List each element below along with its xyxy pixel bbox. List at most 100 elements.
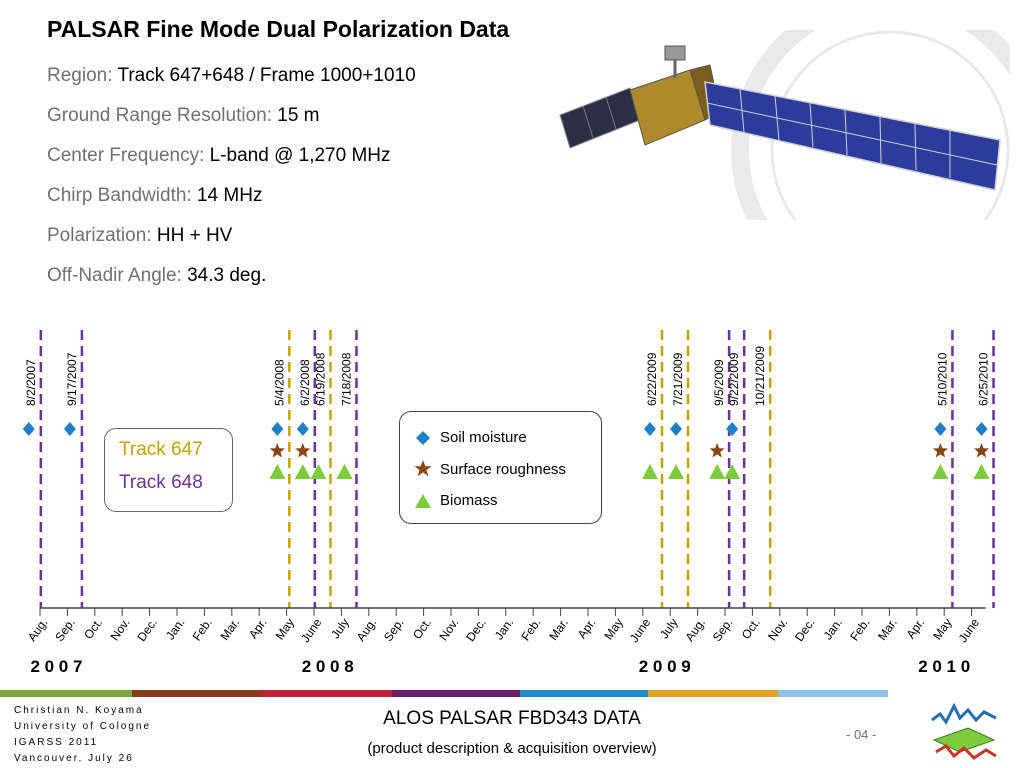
acquisition-date: 6/22/2009 <box>645 352 659 406</box>
parameter-legend: Soil moisture Surface roughness Biomass <box>399 411 602 524</box>
biomass-marker <box>973 464 990 479</box>
acquisition-date: 6/19/2008 <box>313 352 327 406</box>
month-label: Apr. <box>575 616 599 642</box>
slide-title: PALSAR Fine Mode Dual Polarization Data <box>47 16 510 42</box>
legend-biomass: Biomass <box>440 492 498 509</box>
surface-roughness-marker <box>709 443 725 458</box>
month-label: Dec. <box>792 616 818 644</box>
month-label: Jan. <box>821 616 845 643</box>
year-label: 2 0 0 9 <box>639 657 691 676</box>
soil-moisture-marker <box>670 422 683 436</box>
surface-roughness-marker <box>269 443 285 458</box>
author-name: Christian N. Koyama <box>14 705 144 716</box>
diamond-icon <box>416 431 430 445</box>
satellite-illustration <box>559 30 1010 220</box>
month-label: Oct. <box>739 616 763 642</box>
conference-location: Vancouver, July 26 <box>14 753 134 764</box>
university-seal-watermark <box>731 30 1010 220</box>
info-polarization: Polarization: HH + HV <box>47 225 233 246</box>
year-label: 2 0 0 8 <box>302 657 354 676</box>
month-label: June <box>298 615 325 645</box>
info-region: Region: Track 647+648 / Frame 1000+1010 <box>47 65 416 86</box>
footer-color-band <box>0 690 1024 697</box>
acquisition-date: 9/5/2009 <box>712 359 726 406</box>
soil-moisture-marker <box>643 422 656 436</box>
author-affiliation: University of Cologne <box>14 721 152 732</box>
biomass-marker <box>310 464 327 479</box>
month-label: Mar. <box>875 616 900 643</box>
track-648-label: Track 648 <box>119 472 203 493</box>
acquisition-date: 9/22/2009 <box>727 352 741 406</box>
month-label: Aug. <box>354 616 380 644</box>
month-label: Sep. <box>381 616 407 644</box>
acquisition-date: 5/4/2008 <box>272 359 286 406</box>
month-label: July <box>657 616 681 642</box>
footer-title: ALOS PALSAR FBD343 DATA <box>383 708 641 729</box>
footer-subtitle: (product description & acquisition overv… <box>367 740 657 757</box>
acquisition-date: 6/25/2010 <box>977 352 991 406</box>
legend-icons <box>414 431 432 508</box>
month-label: Sep. <box>710 616 736 644</box>
soil-moisture-marker <box>296 422 309 436</box>
soil-moisture-marker <box>975 422 988 436</box>
year-label: 2 0 0 7 <box>30 657 82 676</box>
month-label: Feb. <box>518 616 543 644</box>
footer-band-segment <box>262 690 392 697</box>
month-label: May <box>273 616 297 643</box>
acquisition-date: 7/18/2008 <box>339 352 353 406</box>
month-label: Nov. <box>108 616 133 644</box>
acquisition-timeline: Aug. Sep. Oct. Nov. Dec. Jan. Feb. Mar. Apr. May J… <box>22 330 995 676</box>
soil-moisture-marker <box>63 422 76 436</box>
acquisition-date: 6/2/2008 <box>298 359 312 406</box>
biomass-marker <box>641 464 658 479</box>
footer-band-segment <box>520 690 648 697</box>
star-icon <box>414 460 432 477</box>
track-legend-box: Track 647 Track 648 <box>104 428 233 512</box>
month-label: Oct. <box>81 616 105 642</box>
footer-band-segment <box>778 690 888 697</box>
month-label: Sep. <box>52 616 78 644</box>
month-label: May <box>601 616 625 643</box>
legend-soil-moisture: Soil moisture <box>440 429 527 446</box>
footer-band-segment <box>648 690 778 697</box>
acquisition-date: 7/21/2009 <box>671 352 685 406</box>
biomass-marker <box>932 464 949 479</box>
timeline-axis: Aug. Sep. Oct. Nov. Dec. Jan. Feb. Mar. Apr. May J… <box>25 607 986 676</box>
surface-roughness-marker <box>295 443 311 458</box>
month-label: Mar. <box>217 616 242 643</box>
month-label: Apr. <box>904 616 928 642</box>
month-label: Nov. <box>436 616 461 644</box>
info-resolution: Ground Range Resolution: 15 m <box>47 105 320 126</box>
month-label: Jan. <box>163 616 187 643</box>
soil-moisture-marker <box>22 422 35 436</box>
acquisition-date: 10/21/2009 <box>753 346 767 406</box>
biomass-marker <box>269 464 286 479</box>
month-label: June <box>627 615 654 645</box>
month-label: July <box>328 616 352 642</box>
month-label: Feb. <box>190 616 215 644</box>
right-solar-array <box>704 81 1001 191</box>
footer-band-segment <box>132 690 262 697</box>
surface-roughness-marker <box>932 443 948 458</box>
biomass-marker <box>724 464 741 479</box>
biomass-marker <box>668 464 685 479</box>
triangle-icon <box>415 494 431 508</box>
month-label: Dec. <box>463 616 489 644</box>
author-block: Christian N. Koyama University of Cologn… <box>14 703 151 767</box>
acquisition-date: 5/10/2010 <box>935 352 949 406</box>
month-label: Aug. <box>25 616 51 644</box>
month-label: Oct. <box>410 616 434 642</box>
info-frequency: Center Frequency: L-band @ 1,270 MHz <box>47 145 391 166</box>
info-off-nadir: Off-Nadir Angle: 34.3 deg. <box>47 265 267 286</box>
month-label: June <box>956 615 983 645</box>
month-label: Feb. <box>847 616 872 644</box>
month-label: Jan. <box>492 616 516 643</box>
surface-roughness-marker <box>973 443 990 458</box>
month-label: Aug. <box>682 616 708 644</box>
conference-name: IGARSS 2011 <box>14 737 99 748</box>
biomass-marker <box>336 464 353 479</box>
soil-moisture-marker <box>271 422 284 436</box>
info-bandwidth: Chirp Bandwidth: 14 MHz <box>47 185 263 206</box>
legend-surface-roughness: Surface roughness <box>440 461 566 478</box>
soil-moisture-marker <box>934 422 947 436</box>
